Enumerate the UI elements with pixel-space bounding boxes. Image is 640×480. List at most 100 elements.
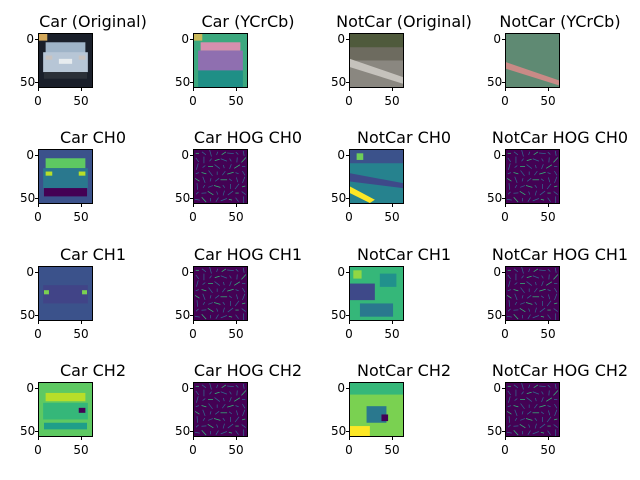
subplot-title: Car (YCrCb) — [201, 12, 295, 31]
hog-cell-gradient — [507, 289, 511, 292]
hog-cell-gradient — [195, 178, 200, 182]
y-tick-label: 50 — [175, 75, 191, 89]
hog-cell-gradient — [525, 302, 533, 305]
hog-cell-gradient — [202, 301, 206, 306]
guardrail — [506, 62, 559, 86]
hog-cell-gradient — [521, 267, 524, 274]
hog-cell-gradient — [547, 268, 551, 272]
hog-cell-gradient — [508, 396, 511, 403]
hog-cell-gradient — [547, 384, 551, 388]
hog-cell-gradient — [519, 423, 526, 429]
hog-cell-gradient — [215, 197, 219, 202]
hog-cell-gradient — [528, 384, 531, 388]
hog-cell-gradient — [216, 268, 219, 272]
hog-background — [506, 267, 559, 320]
hog-cell-gradient — [547, 197, 551, 202]
hog-cell-gradient — [201, 429, 207, 436]
y-tick-label: 0 — [337, 265, 345, 279]
hog-cell-gradient — [222, 301, 226, 305]
subplot-image — [38, 382, 93, 437]
hog-cell-gradient — [220, 391, 228, 395]
hog-cell-gradient — [539, 404, 546, 408]
subplot-title: Car CH0 — [59, 128, 127, 147]
hog-cell-gradient — [532, 315, 540, 319]
channel-region — [45, 158, 86, 169]
hog-cell-gradient — [222, 281, 225, 286]
hog-cell-gradient — [227, 423, 234, 429]
hog-cell-gradient — [215, 430, 219, 435]
hog-background — [506, 150, 559, 203]
hog-cell-gradient — [195, 157, 200, 163]
x-tick-label: 0 — [189, 443, 197, 457]
hog-cell-gradient — [241, 424, 246, 428]
hog-cell-gradient — [514, 301, 518, 306]
y-tick-label: 50 — [331, 424, 347, 438]
subplot-panel: NotCar CH0 0 50 0 50 — [329, 128, 479, 238]
hog-cell-gradient — [513, 289, 519, 292]
hog-cell-gradient — [534, 170, 538, 176]
hog-cell-gradient — [520, 287, 525, 294]
hog-cell-gradient — [201, 289, 207, 292]
hog-cell-gradient — [528, 151, 531, 155]
y-tick-label: 50 — [487, 424, 503, 438]
hog-cell-gradient — [242, 176, 246, 184]
hog-cell-gradient — [541, 275, 544, 279]
hog-cell-gradient — [201, 405, 207, 408]
hog-cell-gradient — [514, 409, 518, 417]
hog-cell-gradient — [553, 418, 558, 421]
hog-cell-gradient — [553, 302, 558, 305]
hog-cell-gradient — [548, 410, 551, 416]
hog-cell-gradient — [554, 403, 558, 409]
y-tick-label: 50 — [20, 191, 36, 205]
hog-cell-gradient — [506, 315, 512, 318]
hog-cell-gradient — [241, 390, 247, 396]
hog-cell-gradient — [229, 164, 232, 170]
hog-cell-gradient — [234, 397, 241, 402]
hog-cell-gradient — [521, 275, 524, 279]
hog-cell-gradient — [220, 315, 228, 319]
hog-cell-gradient — [553, 157, 559, 163]
hog-cell-gradient — [527, 430, 531, 435]
x-tick-label: 50 — [228, 210, 244, 224]
hog-cell-gradient — [508, 163, 511, 170]
y-tick-mark — [502, 198, 505, 199]
hog-cell-gradient — [513, 313, 519, 320]
hog-cell-gradient — [507, 191, 511, 195]
hog-cell-gradient — [520, 170, 525, 177]
y-tick-mark — [346, 315, 349, 316]
y-tick-label: 0 — [181, 381, 189, 395]
hog-cell-gradient — [534, 301, 538, 305]
x-tick-mark — [505, 437, 506, 440]
hog-cell-gradient — [539, 171, 546, 175]
hog-cell-gradient — [235, 289, 239, 292]
x-tick-label: 0 — [501, 443, 509, 457]
subplot-panel: Car (YCrCb) 0 50 0 50 — [173, 12, 323, 122]
hog-cell-gradient — [521, 391, 524, 395]
y-tick-mark — [190, 82, 193, 83]
hog-cell-gradient — [229, 397, 232, 403]
hog-cell-gradient — [507, 178, 512, 182]
hog-cell-gradient — [541, 397, 544, 403]
subplot-title: NotCar (YCrCb) — [499, 12, 621, 31]
hog-cell-gradient — [228, 178, 232, 182]
hog-cell-gradient — [508, 183, 510, 190]
y-tick-mark — [502, 388, 505, 389]
hog-cell-gradient — [213, 185, 221, 188]
x-tick-mark — [392, 204, 393, 207]
hog-cell-gradient — [520, 403, 525, 410]
subplot-panel: NotCar CH2 0 50 0 50 — [329, 361, 479, 471]
y-tick-label: 50 — [487, 308, 503, 322]
hog-cell-gradient — [540, 315, 545, 318]
y-tick-label: 0 — [493, 265, 501, 279]
x-tick-mark — [193, 204, 194, 207]
y-tick-mark — [346, 198, 349, 199]
hog-cell-gradient — [209, 383, 212, 390]
image-canvas — [194, 34, 247, 87]
hog-cell-gradient — [209, 275, 212, 279]
car-plate — [58, 58, 73, 64]
y-tick-mark — [502, 272, 505, 273]
hog-cell-gradient — [202, 293, 206, 301]
hog-cell-gradient — [229, 275, 232, 279]
x-tick-label: 50 — [384, 443, 400, 457]
x-tick-label: 50 — [540, 443, 556, 457]
